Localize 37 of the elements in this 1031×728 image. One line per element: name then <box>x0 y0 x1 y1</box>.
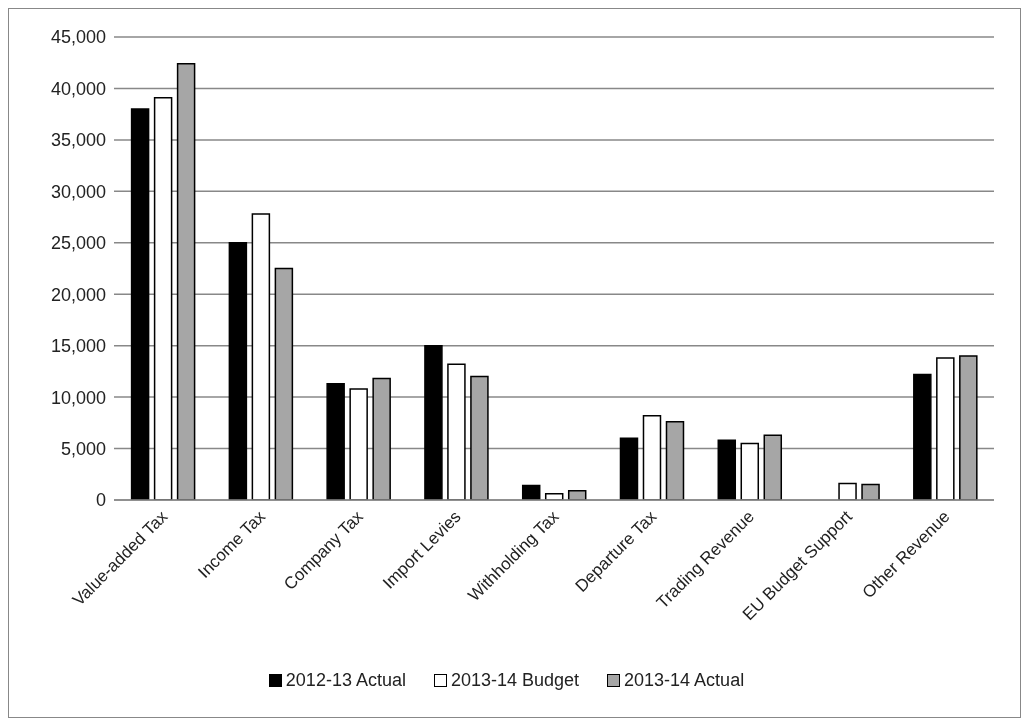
y-tick-label: 0 <box>95 490 106 511</box>
bar <box>913 373 932 500</box>
y-tick-label: 40,000 <box>50 78 106 99</box>
y-tick-label: 10,000 <box>50 387 106 408</box>
bar <box>447 363 466 500</box>
bar <box>521 484 541 500</box>
bar <box>274 267 294 500</box>
bar <box>740 442 760 500</box>
bar <box>372 377 391 500</box>
bar <box>470 375 489 500</box>
bar <box>838 482 857 500</box>
y-tick-label: 30,000 <box>50 181 106 202</box>
bar <box>130 108 150 500</box>
bar <box>763 434 783 500</box>
bar <box>959 355 978 500</box>
bar <box>251 213 271 500</box>
y-tick-label: 25,000 <box>50 233 106 254</box>
bar <box>349 388 368 500</box>
bar <box>424 344 443 500</box>
bar <box>642 414 662 500</box>
y-tick-label: 45,000 <box>50 27 106 48</box>
y-tick-label: 5,000 <box>60 438 106 459</box>
bar <box>717 439 737 500</box>
bar <box>665 421 685 500</box>
bar <box>861 483 880 500</box>
bar <box>228 242 248 500</box>
bar <box>153 96 173 500</box>
legend-label: 2013-14 Budget <box>450 670 580 691</box>
legend-label: 2012-13 Actual <box>285 670 406 691</box>
legend-label: 2013-14 Actual <box>624 670 745 691</box>
bar <box>176 63 196 500</box>
bar <box>619 437 639 500</box>
y-tick-label: 15,000 <box>50 336 106 357</box>
y-tick-label: 35,000 <box>50 130 106 151</box>
bar <box>936 357 955 500</box>
bar <box>326 382 345 500</box>
y-tick-label: 20,000 <box>50 284 106 305</box>
